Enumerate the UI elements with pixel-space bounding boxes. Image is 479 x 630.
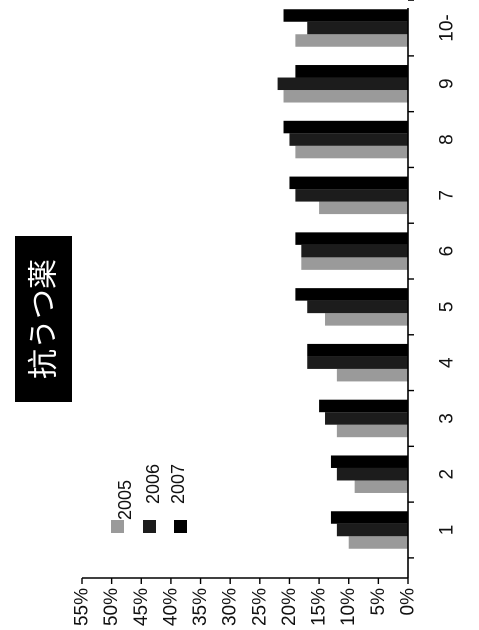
legend-item-2005: 2005 [111,480,135,533]
bar-2006-4 [307,356,408,369]
legend: 2005 2006 2007 [111,464,188,533]
bar-2006-9 [277,77,408,91]
plot-area [277,9,408,549]
bar-2007-10- [283,9,408,22]
bar-2006-10- [307,21,408,35]
bar-2006-6 [301,244,408,258]
category-tick-label: 1 [437,525,458,536]
value-tick-label: 30% [220,588,241,626]
legend-item-2007: 2007 [168,464,188,533]
bar-2005-7 [319,201,408,215]
bar-2006-7 [295,189,408,202]
value-tick-label: 10% [338,588,359,626]
category-tick-label: 4 [437,357,458,368]
bar-2007-9 [295,65,408,78]
bar-2007-8 [283,120,408,134]
bar-2005-2 [354,480,408,493]
bar-2005-6 [301,257,408,270]
legend-swatch-2006 [143,520,156,533]
bar-2006-1 [336,523,408,537]
value-tick-label: 25% [249,588,270,626]
value-tick-label: 55% [72,588,93,626]
chart-title-text: 抗うつ薬 [28,259,61,379]
category-tick-label: 9 [437,78,458,89]
category-axis-ticks: 1 2 3 4 5 6 7 8 9 10- [408,0,458,559]
legend-label-2006: 2006 [143,464,163,504]
value-tick-label: 35% [190,588,211,626]
value-tick-label: 45% [131,588,152,626]
legend-label-2007: 2007 [168,464,188,504]
legend-swatch-2005 [111,520,124,533]
bar-2007-3 [319,399,408,413]
bar-2007-2 [330,455,408,468]
bar-2005-4 [336,368,408,382]
bar-2007-6 [295,232,408,245]
bar-2005-5 [325,313,408,326]
value-tick-label: 50% [101,588,122,626]
legend-swatch-2007 [174,520,187,533]
category-tick-label: 10- [437,14,458,41]
bar-2006-8 [289,133,408,146]
bar-2007-1 [330,511,408,524]
chart-title-box [15,236,72,402]
value-tick-label: 40% [160,588,181,626]
bar-2005-9 [283,90,408,103]
bar-2005-1 [348,536,408,549]
bar-2006-5 [307,300,408,314]
bar-2006-2 [336,467,408,481]
bar-2005-10- [295,34,408,47]
category-tick-label: 8 [437,134,458,145]
category-tick-label: 7 [437,190,458,201]
legend-item-2006: 2006 [143,464,163,533]
value-axis-ticks: 0% 5% 10% 15% 20% 25% 30% 35% 40% 45% 50% 55% [72,578,419,626]
value-tick-label: 15% [309,588,330,626]
value-tick-label: 5% [368,588,389,616]
bar-2005-8 [295,145,408,159]
chart-title: 抗うつ薬 [15,236,72,402]
bar-2005-3 [336,424,408,438]
value-tick-label: 0% [398,588,419,616]
bar-2007-5 [295,288,408,301]
value-tick-label: 20% [279,588,300,626]
category-tick-label: 5 [437,302,458,313]
bar-2007-4 [307,343,408,357]
legend-label-2005: 2005 [115,480,135,520]
category-tick-label: 2 [437,469,458,480]
bar-2007-7 [289,176,408,190]
bar-2006-3 [325,412,408,425]
category-tick-label: 3 [437,413,458,424]
category-tick-label: 6 [437,246,458,257]
